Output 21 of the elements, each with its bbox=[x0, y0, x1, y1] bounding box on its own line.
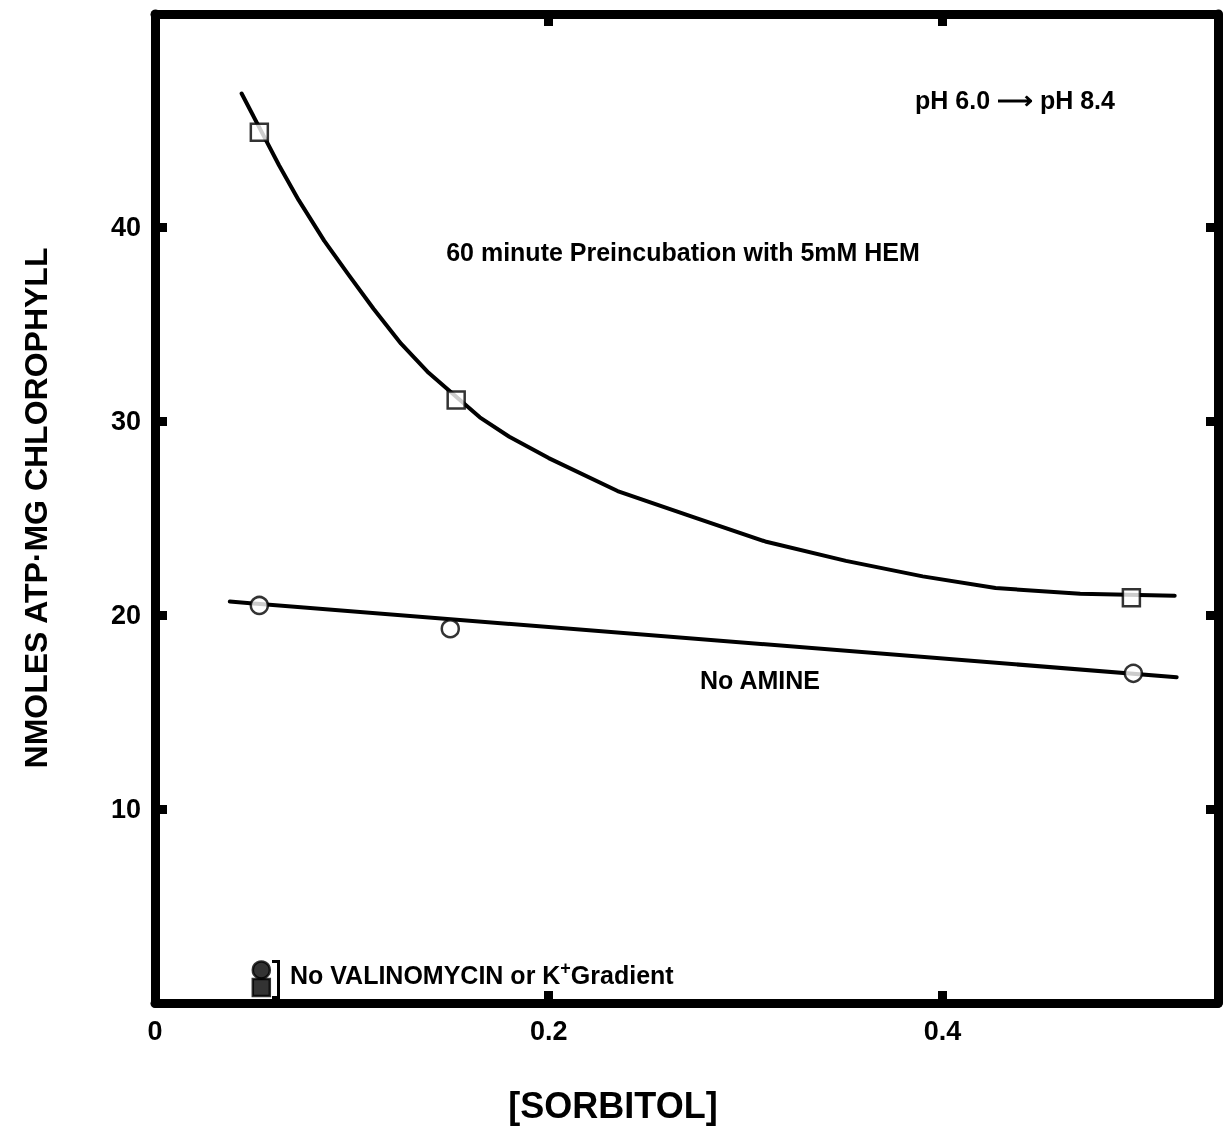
point bbox=[1121, 587, 1142, 608]
point bbox=[446, 390, 466, 410]
annotation: No VALINOMYCIN or K+Gradient bbox=[290, 958, 675, 989]
point bbox=[249, 595, 270, 616]
y-tick-label: 20 bbox=[110, 600, 141, 631]
annotation: pH 6.0 ⟶ pH 8.4 bbox=[915, 86, 1116, 114]
y-tick-label: 10 bbox=[110, 794, 141, 825]
y-tick-label: 30 bbox=[110, 406, 141, 437]
y-tick-label: 40 bbox=[110, 212, 141, 243]
point bbox=[251, 960, 272, 980]
x-tick-label: 0.4 bbox=[923, 1015, 962, 1046]
point bbox=[440, 618, 461, 639]
point bbox=[1123, 663, 1144, 684]
annotation: 60 minute Preincubation with 5mM HEM bbox=[446, 238, 920, 266]
x-axis-title: [SORBITOL] bbox=[508, 1084, 718, 1126]
x-tick-label: 0 bbox=[147, 1015, 163, 1046]
x-tick-label: 0.2 bbox=[529, 1015, 568, 1046]
y-axis-title: NMOLES ATP·MG CHLOROPHYLL bbox=[18, 247, 54, 769]
annotation: No AMINE bbox=[700, 666, 820, 694]
point bbox=[251, 977, 272, 998]
point bbox=[249, 122, 270, 143]
